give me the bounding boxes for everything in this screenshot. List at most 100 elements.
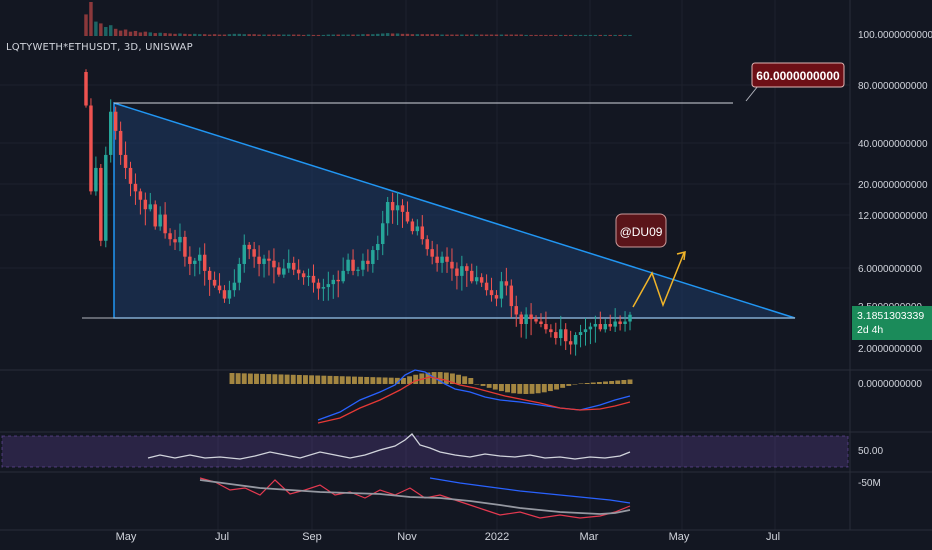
macd-hist-bar — [260, 373, 266, 384]
candle-body — [193, 260, 197, 264]
chart-symbol-title[interactable]: LQTYWETH*ETHUSDT, 3D, UNISWAP — [6, 42, 193, 53]
candle-body — [104, 154, 108, 241]
candle-body — [311, 275, 316, 283]
candle-body — [138, 191, 143, 200]
candle-body — [173, 239, 177, 243]
volume-bar — [628, 34, 632, 36]
volume-bar — [247, 34, 251, 36]
macd-hist-bar — [486, 384, 492, 388]
macd-hist-bar — [352, 376, 357, 384]
candle-body — [222, 290, 227, 299]
candle-body — [148, 204, 153, 210]
macd-hist-bar — [437, 372, 443, 384]
candle-body — [212, 279, 217, 286]
volume-bar — [163, 33, 167, 36]
macd-hist-bar — [609, 381, 615, 384]
candle-body — [321, 287, 326, 289]
volume-bar — [395, 33, 400, 36]
candle-body — [133, 183, 138, 192]
candle-body — [465, 266, 469, 271]
volume-bar — [316, 34, 321, 36]
volume-bar — [415, 34, 420, 36]
volume-bar — [544, 34, 548, 36]
target-callout-label: 60.0000000000 — [756, 69, 840, 83]
time-axis-label: Sep — [302, 531, 322, 543]
volume-bar — [237, 33, 242, 36]
countdown-value: 2d 4h — [857, 324, 883, 336]
macd-hist-bar — [529, 384, 535, 394]
volume-bar — [99, 23, 103, 36]
candle-body — [470, 270, 474, 282]
volume-bar — [568, 34, 573, 36]
macd-hist-bar — [388, 377, 394, 384]
volume-bar — [588, 34, 593, 36]
descending-triangle[interactable] — [113, 101, 796, 319]
volume-bar — [326, 34, 331, 36]
volume-bar — [425, 34, 429, 36]
volume-bar — [104, 27, 108, 36]
macd-hist-bar — [566, 384, 572, 386]
last-price-tag[interactable]: 3.1851303339 2d 4h — [852, 306, 932, 340]
candle-body — [420, 226, 425, 240]
volume-bar — [559, 34, 563, 36]
candle-body — [519, 314, 523, 325]
volume-bar — [222, 34, 227, 36]
candle-body — [371, 250, 375, 264]
volume-bar — [390, 33, 395, 36]
author-callout-label: @DU09 — [620, 225, 663, 239]
macd-hist-bar — [615, 380, 621, 384]
macd-hist-bar — [400, 378, 406, 384]
macd-hist-bar — [468, 378, 474, 384]
macd-hist-bar — [627, 379, 633, 384]
volume-bar — [84, 14, 88, 36]
volume-bar — [123, 29, 128, 36]
candle-body — [267, 258, 271, 261]
volume-bar — [301, 34, 306, 36]
volume-bar — [94, 21, 98, 36]
macd-hist-bar — [596, 382, 602, 384]
volume-bar — [470, 34, 474, 36]
projection-path[interactable] — [632, 252, 685, 308]
candle-body — [198, 254, 202, 261]
volume-bar — [356, 34, 360, 36]
macd-hist-bar — [511, 384, 517, 394]
volume-bar — [504, 34, 509, 36]
candle-body — [539, 321, 543, 325]
candle-body — [301, 273, 306, 278]
target-callout[interactable]: 60.0000000000 — [745, 62, 845, 102]
candle-body — [460, 266, 464, 276]
candle-body — [618, 321, 622, 325]
candle-body — [440, 256, 444, 263]
candle-body — [341, 270, 345, 282]
volume-bar — [385, 33, 390, 36]
volume-bar — [178, 33, 182, 36]
candle-body — [534, 319, 538, 322]
price-axis[interactable]: 100.0000000000 80.0000000000 40.00000000… — [858, 30, 932, 489]
volume-ma-slow — [199, 479, 631, 515]
macd-hist-bar — [247, 373, 253, 384]
time-axis[interactable]: May Jul Sep Nov 2022 Mar May Jul — [116, 531, 780, 543]
candle-body — [415, 226, 420, 232]
time-axis-label: May — [116, 531, 137, 543]
volume-bar — [484, 34, 489, 36]
volume-bar — [267, 34, 271, 36]
candle-body — [272, 260, 276, 268]
time-axis-label: 2022 — [485, 531, 509, 543]
macd-hist-bar — [462, 376, 468, 384]
macd-hist-bar — [547, 384, 553, 392]
macd-hist-bar — [309, 375, 315, 384]
candle-body — [331, 279, 336, 285]
volume-bar — [460, 34, 464, 36]
volume-bar — [306, 34, 311, 36]
candle-body — [108, 111, 113, 155]
candle-body — [410, 221, 415, 232]
volume-bar — [613, 34, 617, 36]
candle-body — [207, 270, 212, 280]
candle-body — [563, 329, 568, 342]
volume-bar — [400, 33, 405, 36]
volume-bar — [376, 33, 380, 36]
author-callout[interactable]: @DU09 — [615, 213, 667, 248]
macd-hist-bar — [327, 375, 333, 384]
volume-bar — [519, 34, 523, 36]
